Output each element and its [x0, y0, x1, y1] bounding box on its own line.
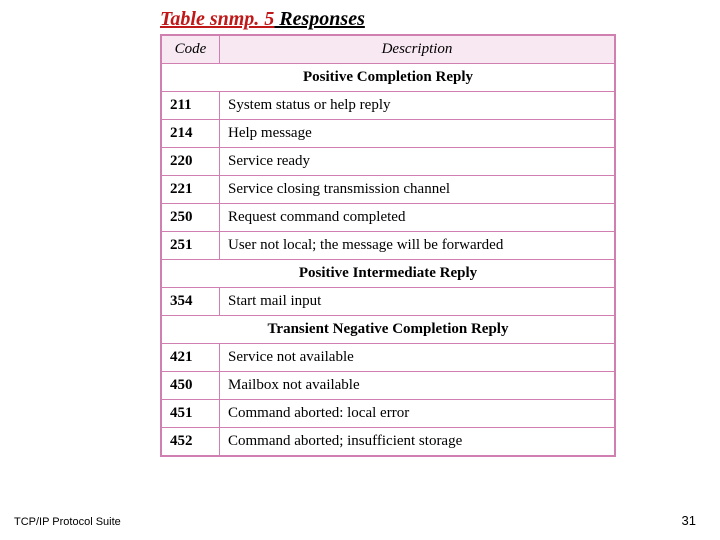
desc-cell: Command aborted: local error	[220, 400, 615, 428]
desc-cell: User not local; the message will be forw…	[220, 232, 615, 260]
page-number: 31	[682, 513, 696, 528]
table-row: 251 User not local; the message will be …	[162, 232, 615, 260]
footer-left: TCP/IP Protocol Suite	[14, 516, 121, 528]
code-cell: 421	[162, 344, 220, 372]
desc-cell: Command aborted; insufficient storage	[220, 428, 615, 456]
code-cell: 250	[162, 204, 220, 232]
code-cell: 251	[162, 232, 220, 260]
table-row: 421 Service not available	[162, 344, 615, 372]
code-cell: 354	[162, 288, 220, 316]
table-row: 450 Mailbox not available	[162, 372, 615, 400]
section-heading-label: Positive Completion Reply	[162, 64, 615, 92]
desc-cell: Start mail input	[220, 288, 615, 316]
title-rest: Responses	[274, 8, 365, 30]
desc-cell: Request command completed	[220, 204, 615, 232]
table-header-row: Code Description	[162, 36, 615, 64]
section-heading: Positive Intermediate Reply	[162, 260, 615, 288]
desc-cell: Service ready	[220, 148, 615, 176]
code-cell: 214	[162, 120, 220, 148]
table-row: 214 Help message	[162, 120, 615, 148]
code-cell: 221	[162, 176, 220, 204]
code-cell: 452	[162, 428, 220, 456]
code-cell: 211	[162, 92, 220, 120]
desc-cell: Mailbox not available	[220, 372, 615, 400]
code-header: Code	[162, 36, 220, 64]
section-heading: Positive Completion Reply	[162, 64, 615, 92]
table-row: 211 System status or help reply	[162, 92, 615, 120]
table-row: 220 Service ready	[162, 148, 615, 176]
responses-table: Code Description Positive Completion Rep…	[160, 34, 616, 457]
table-row: 250 Request command completed	[162, 204, 615, 232]
desc-cell: Service closing transmission channel	[220, 176, 615, 204]
table-row: 452 Command aborted; insufficient storag…	[162, 428, 615, 456]
table-row: 451 Command aborted: local error	[162, 400, 615, 428]
desc-cell: Service not available	[220, 344, 615, 372]
section-heading-label: Positive Intermediate Reply	[162, 260, 615, 288]
section-heading: Transient Negative Completion Reply	[162, 316, 615, 344]
desc-header: Description	[220, 36, 615, 64]
desc-cell: System status or help reply	[220, 92, 615, 120]
code-cell: 451	[162, 400, 220, 428]
page-title: Table snmp. 5 Responses	[160, 8, 365, 31]
table-row: 354 Start mail input	[162, 288, 615, 316]
code-cell: 450	[162, 372, 220, 400]
section-heading-label: Transient Negative Completion Reply	[162, 316, 615, 344]
code-cell: 220	[162, 148, 220, 176]
table-row: 221 Service closing transmission channel	[162, 176, 615, 204]
desc-cell: Help message	[220, 120, 615, 148]
title-ref: Table snmp. 5	[160, 8, 274, 30]
